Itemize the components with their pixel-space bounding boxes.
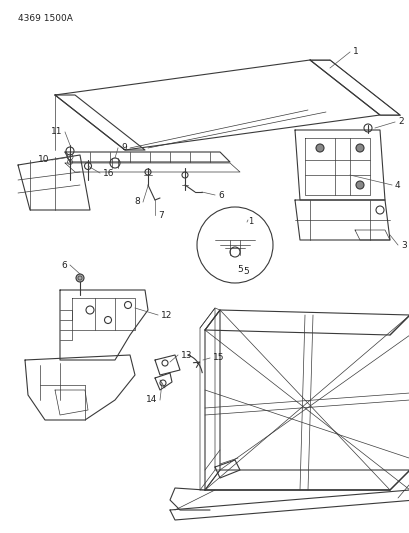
Text: 4369 1500A: 4369 1500A bbox=[18, 14, 73, 23]
Text: 1: 1 bbox=[352, 47, 358, 56]
Text: 15: 15 bbox=[213, 353, 224, 362]
Text: 8: 8 bbox=[134, 198, 139, 206]
Circle shape bbox=[355, 144, 363, 152]
Circle shape bbox=[315, 144, 323, 152]
Text: 6: 6 bbox=[218, 190, 223, 199]
Text: 12: 12 bbox=[161, 311, 172, 319]
Text: 3: 3 bbox=[400, 240, 406, 249]
Text: 13: 13 bbox=[180, 351, 192, 359]
Text: 5: 5 bbox=[243, 268, 248, 277]
Circle shape bbox=[355, 181, 363, 189]
Text: 6: 6 bbox=[61, 261, 67, 270]
Text: 7: 7 bbox=[157, 211, 163, 220]
Text: 9: 9 bbox=[121, 143, 126, 152]
Text: 5: 5 bbox=[236, 265, 242, 274]
Text: 16: 16 bbox=[103, 168, 114, 177]
Text: 2: 2 bbox=[397, 117, 402, 126]
Circle shape bbox=[76, 274, 84, 282]
Text: 1: 1 bbox=[247, 217, 253, 227]
Text: 4: 4 bbox=[394, 181, 400, 190]
Text: 14: 14 bbox=[145, 395, 157, 405]
Text: 10: 10 bbox=[37, 156, 49, 165]
Text: 11: 11 bbox=[50, 127, 62, 136]
